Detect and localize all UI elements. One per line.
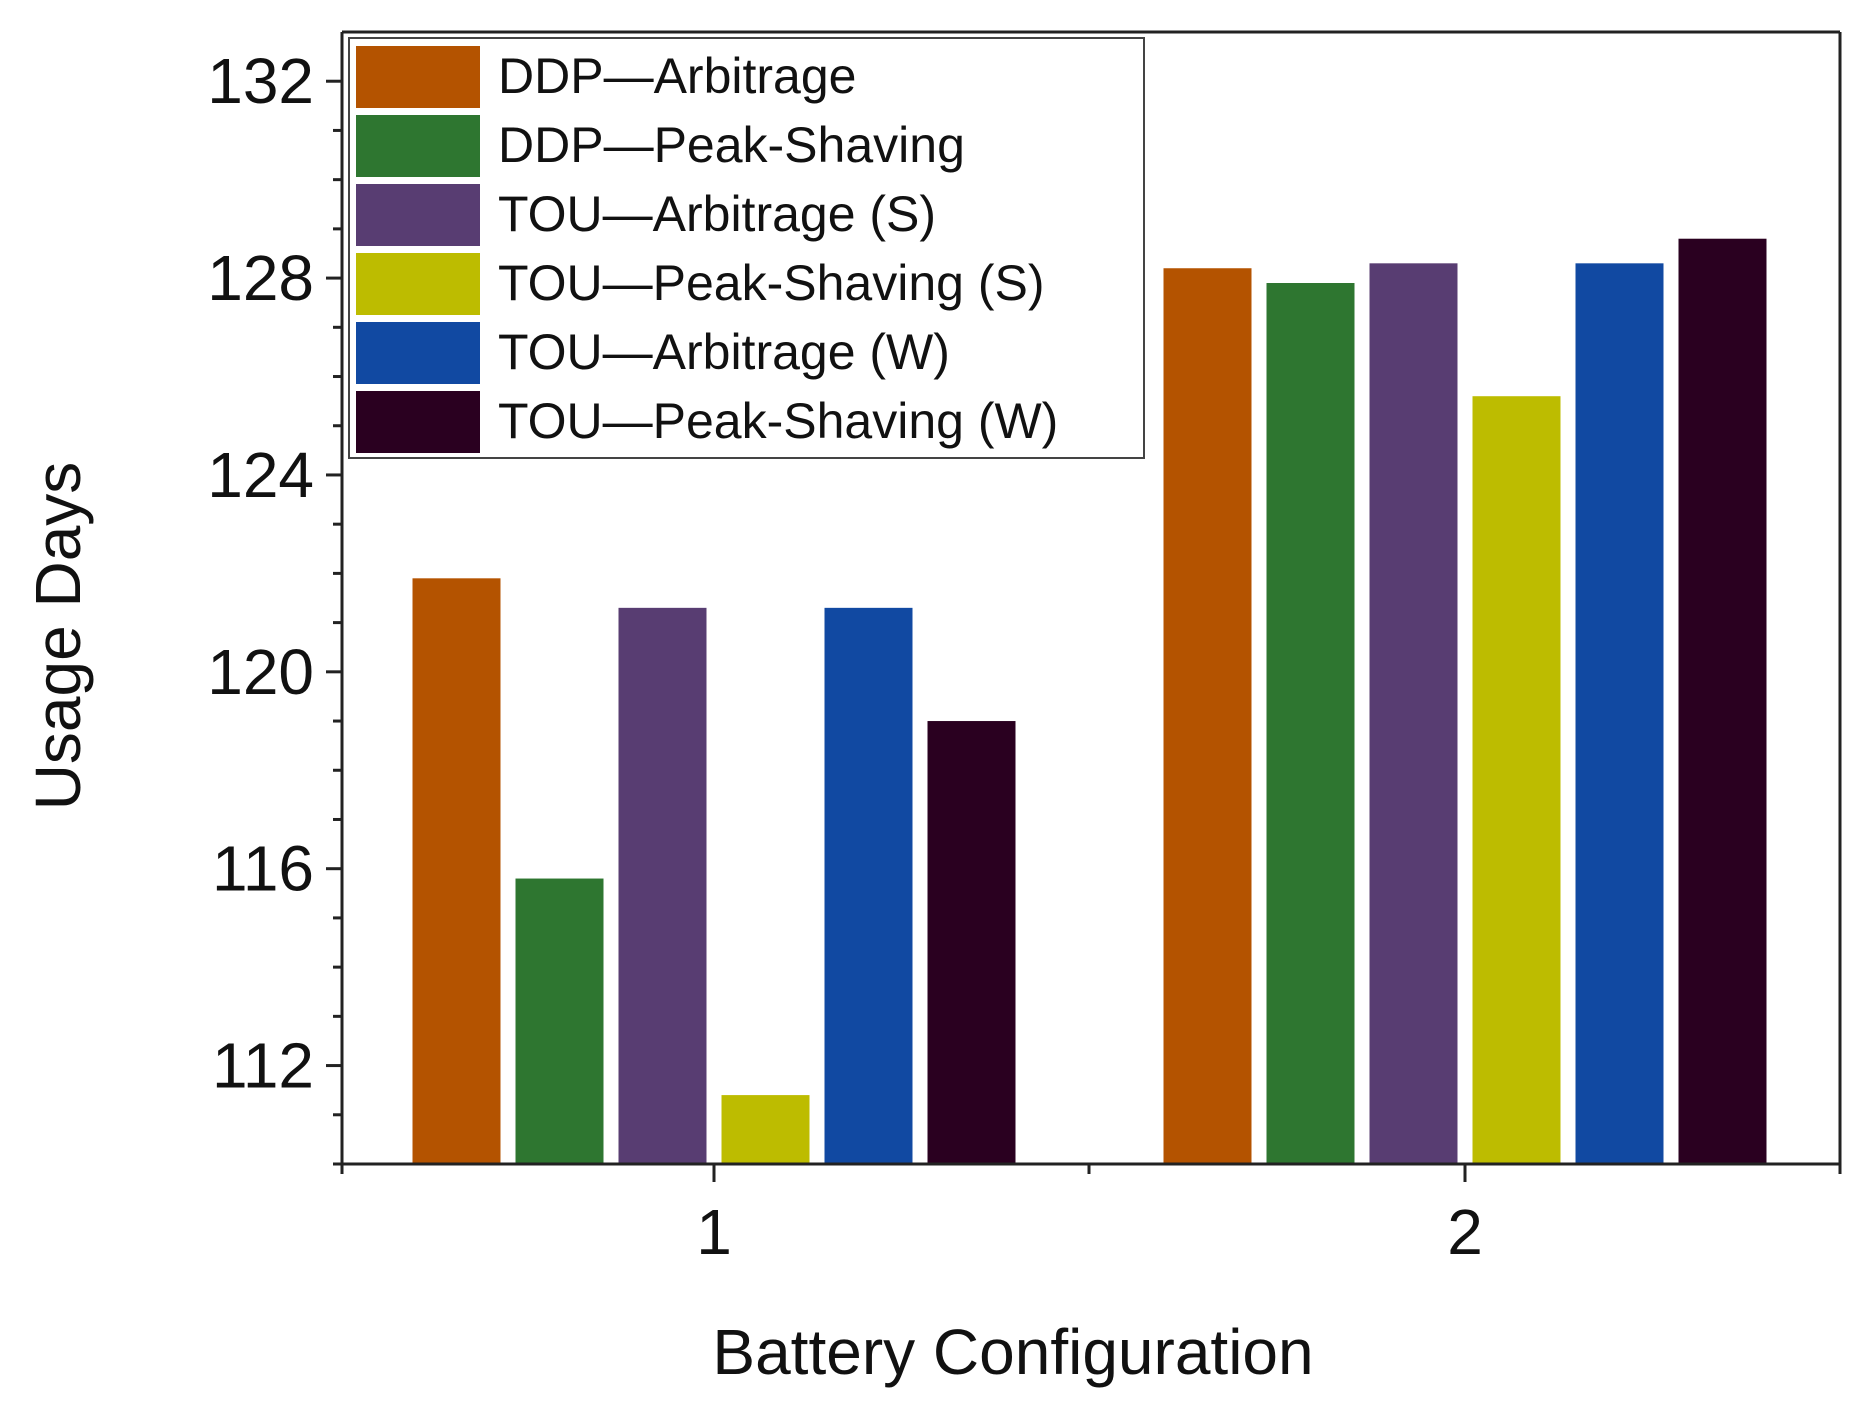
legend-swatch [356,253,480,315]
bar-series-1-cat-2 [1163,268,1252,1164]
y-tick-label: 128 [207,242,314,314]
bar-series-4-cat-2 [1472,396,1561,1164]
x-tick-label: 1 [696,1196,732,1268]
bar-series-4-cat-1 [721,1095,810,1164]
bar-series-1-cat-1 [412,578,501,1164]
legend-label: TOU—Peak-Shaving (S) [498,255,1044,311]
bar-series-2-cat-2 [1266,283,1355,1165]
legend-label: DDP—Arbitrage [498,48,856,104]
legend-swatch [356,322,480,384]
bar-series-3-cat-2 [1369,263,1458,1164]
legend-label: DDP—Peak-Shaving [498,117,965,173]
bar-series-5-cat-2 [1575,263,1664,1164]
bar-series-3-cat-1 [618,607,707,1164]
legend-swatch [356,115,480,177]
y-tick-label: 124 [207,439,314,511]
legend-frame [348,37,1145,459]
y-tick-label: 116 [212,833,314,905]
y-tick-label: 132 [207,45,314,117]
legend-swatch [356,391,480,453]
legend-label: TOU—Arbitrage (S) [498,186,936,242]
bars [412,238,1767,1165]
legend: DDP—Arbitrage DDP—Peak-Shaving TOU—Arbitra… [348,37,1145,459]
bar-series-6-cat-1 [927,721,1016,1164]
y-tick-label: 120 [207,636,314,708]
bar-series-5-cat-1 [824,607,913,1164]
y-axis-label: Usage Days [22,462,94,811]
axes [340,30,1842,1166]
x-axis-label: Battery Configuration [712,1316,1313,1388]
legend-label: TOU—Peak-Shaving (W) [498,393,1058,449]
bar-series-6-cat-2 [1678,238,1767,1165]
legend-swatch [356,46,480,108]
legend-swatch [356,184,480,246]
y-tick-label: 112 [212,1030,314,1102]
y-ticks: 112 116 120 124 128 132 [207,45,342,1166]
legend-label: TOU—Arbitrage (W) [498,324,950,380]
x-tick-label: 2 [1447,1196,1483,1268]
bar-series-2-cat-1 [515,878,604,1164]
